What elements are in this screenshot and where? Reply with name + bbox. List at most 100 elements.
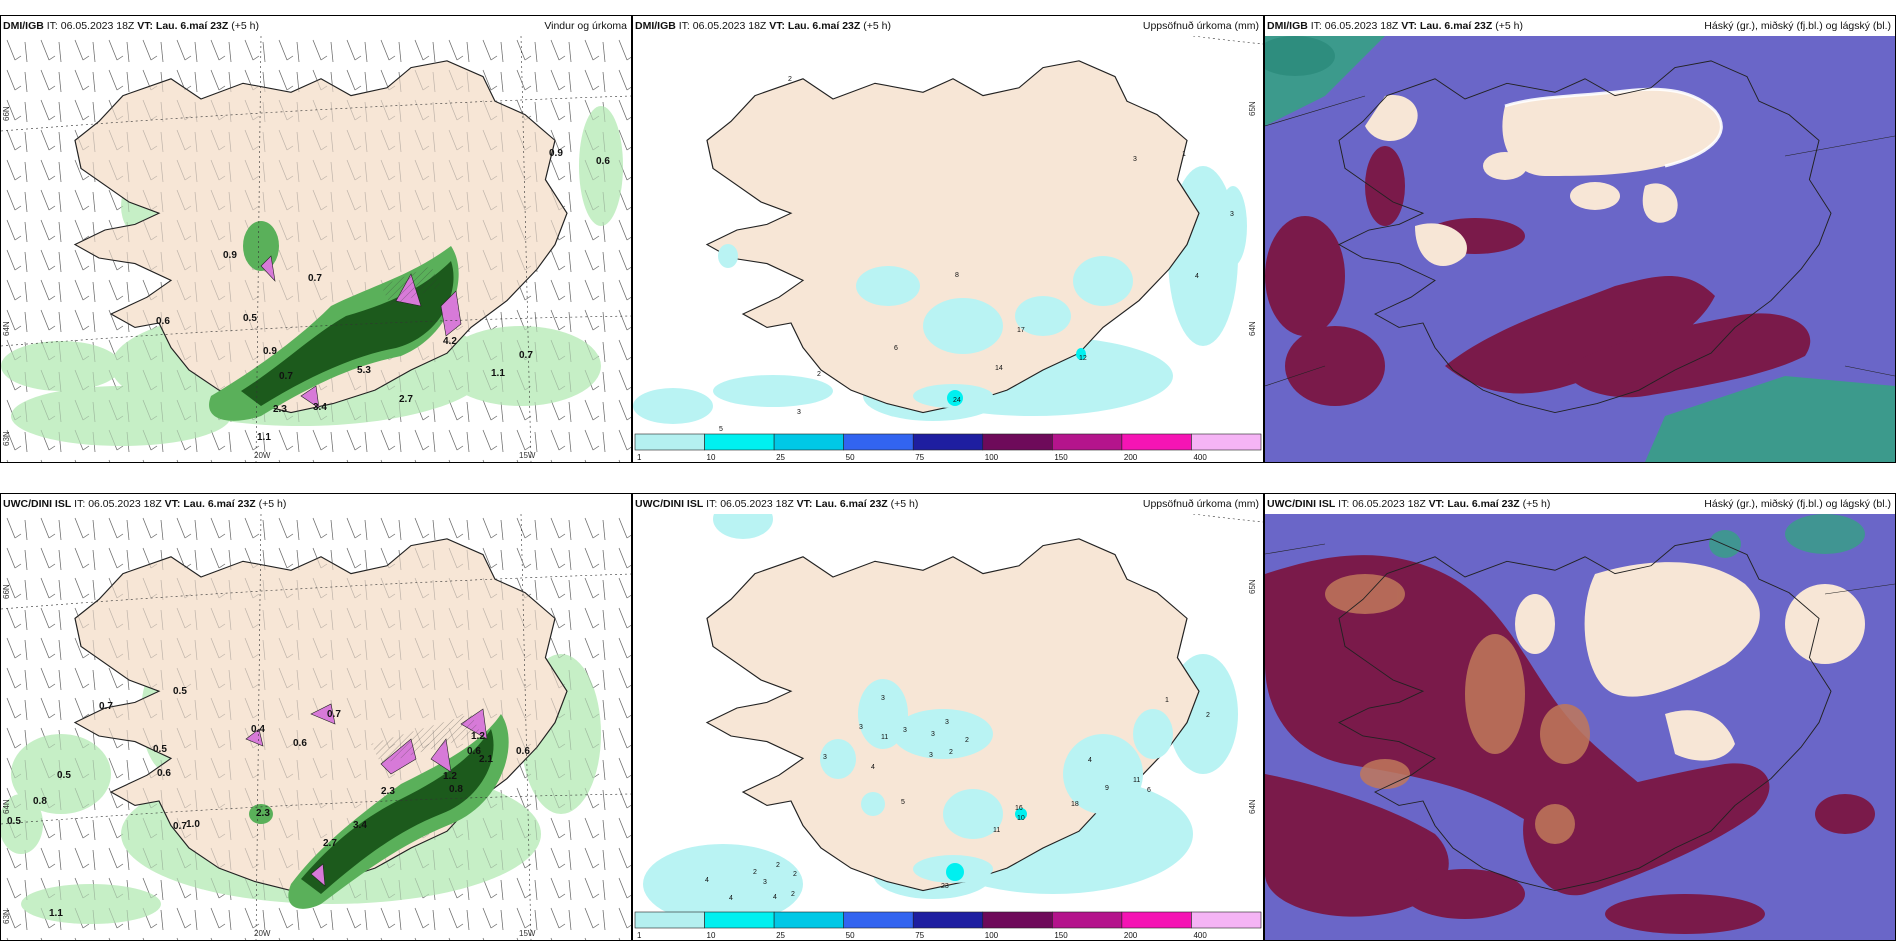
wind-precip-map: 66N 64N 63N 20W 15W 0.7 0.5 0.7 0.5 0.4 … (1, 514, 631, 940)
accum-label: 3 (903, 727, 907, 734)
init-time: 06.05.2023 18Z (720, 498, 794, 510)
accum-label: 4 (773, 894, 777, 901)
accum-label: 4 (705, 877, 709, 884)
accum-label: 3 (763, 879, 767, 886)
model-name: DMI/IGB (635, 20, 676, 32)
init-time: 06.05.2023 18Z (692, 20, 767, 32)
precip-label: 2.7 (399, 394, 413, 405)
tick-lat-63: 63N (2, 909, 11, 924)
panel-header: UWC/DINI ISL IT: 06.05.2023 18Z VT: Lau.… (1, 494, 631, 514)
precip-label: 0.6 (467, 746, 481, 757)
model-name: DMI/IGB (1267, 20, 1308, 32)
colorbar-swatch (1191, 911, 1262, 929)
accum-label: 2 (949, 749, 953, 756)
colorbar-label: 150 (1054, 931, 1068, 940)
precip-label: 3.4 (313, 402, 327, 413)
colorbar-swatch (1191, 433, 1262, 451)
precip-label: 1.1 (49, 908, 63, 919)
tick-lat-65: 65N (1248, 101, 1257, 116)
colorbar-label: 100 (985, 931, 999, 940)
panel-accum-precip-uwc: UWC/DINI ISL IT: 06.05.2023 18Z VT: Lau.… (632, 493, 1264, 941)
panel-accum-precip-dmi: DMI/IGB IT: 06.05.2023 18Z VT: Lau. 6.ma… (632, 15, 1264, 463)
colorbar-label: 50 (846, 453, 855, 462)
panel-clouds-uwc: UWC/DINI ISL IT: 06.05.2023 18Z VT: Lau.… (1264, 493, 1896, 941)
panel-title: Háský (gr.), miðský (fj.bl.) og lágský (… (1704, 20, 1891, 32)
tick-lat-65: 65N (1248, 579, 1257, 594)
accum-label: 4 (1195, 273, 1199, 280)
colorbar-label: 200 (1124, 453, 1138, 462)
precip-label: 0.5 (153, 744, 167, 755)
accum-label: 14 (995, 365, 1003, 372)
accum-label: 6 (894, 345, 898, 352)
tick-lat-66: 66N (2, 584, 11, 599)
tick-lat-64: 64N (2, 799, 11, 814)
accum-label: 11 (881, 734, 888, 741)
panel-title: Uppsöfnuð úrkoma (mm) (1142, 498, 1259, 510)
precip-label: 0.6 (156, 316, 170, 327)
precip-label: 0.7 (519, 350, 533, 361)
accum-label: 5 (719, 426, 723, 433)
accum-label: 2 (965, 737, 969, 744)
colorbar-swatches (634, 911, 1262, 929)
accum-label: 3 (929, 752, 933, 759)
precip-label: 0.9 (263, 346, 277, 357)
accum-label: 12 (1079, 355, 1087, 362)
precip-label: 2.1 (479, 754, 493, 765)
panel-title: Vindur og úrkoma (544, 20, 627, 32)
accum-label: 2 (1206, 712, 1210, 719)
precip-label: 5.3 (357, 365, 371, 376)
accum-label: 6 (1147, 787, 1151, 794)
accum-label: 9 (1105, 785, 1109, 792)
accum-label: 3 (945, 719, 949, 726)
panel-header: UWC/DINI ISL IT: 06.05.2023 18Z VT: Lau.… (633, 494, 1263, 514)
tick-lon-15: 15W (519, 451, 536, 460)
colorbar-swatch (704, 433, 775, 451)
colorbar-labels: 1 10 25 50 75 100 150 200 400 (637, 453, 1207, 462)
accum-label: 3 (823, 754, 827, 761)
colorbar-label: 25 (776, 453, 785, 462)
colorbar-swatch (843, 433, 914, 451)
colorbar-label: 1 (637, 931, 642, 940)
tick-lat-64: 64N (1248, 321, 1257, 336)
colorbar-swatch (912, 911, 984, 929)
colorbar-label: 150 (1054, 453, 1068, 462)
precip-label: 1.0 (186, 819, 200, 830)
colorbar-label: 400 (1193, 453, 1207, 462)
accum-precip-map: 65N 64N 3 3 11 3 4 5 3 3 2 3 2 3 4 4 2 3… (633, 514, 1263, 940)
accum-label: 17 (1017, 327, 1025, 334)
colorbar-label: 75 (915, 931, 924, 940)
precip-label: 0.7 (279, 371, 293, 382)
accum-label: 11 (1133, 777, 1140, 784)
precip-label: 2.3 (273, 404, 287, 415)
colorbar-swatch (704, 911, 775, 929)
colorbar-label: 200 (1124, 931, 1138, 940)
accum-label: 3 (1230, 211, 1234, 218)
accum-label: 11 (993, 827, 1000, 834)
panel-header: UWC/DINI ISL IT: 06.05.2023 18Z VT: Lau.… (1265, 494, 1895, 514)
accum-label: 1 (1165, 697, 1169, 704)
accum-label: 18 (1071, 801, 1079, 808)
precip-label: 1.1 (257, 432, 271, 443)
clouds-map (1265, 36, 1895, 462)
colorbar-label: 1 (637, 453, 642, 462)
precip-label: 0.5 (243, 313, 257, 324)
precip-label: 0.5 (173, 686, 187, 697)
colorbar-swatch (843, 911, 914, 929)
precip-label: 0.6 (516, 746, 530, 757)
precip-label: 0.6 (293, 738, 307, 749)
accum-label: 3 (1133, 156, 1137, 163)
valid-time: VT: Lau. 6.maí 23Z (164, 498, 256, 510)
accum-label: 2 (817, 371, 821, 378)
clouds-map (1265, 514, 1895, 940)
valid-time: VT: Lau. 6.maí 23Z (769, 20, 861, 32)
accum-label: 4 (1088, 757, 1092, 764)
precip-label: 0.9 (223, 250, 237, 261)
precip-label: 0.7 (327, 709, 341, 720)
colorbar-swatch (912, 433, 984, 451)
colorbar-swatch (982, 911, 1053, 929)
init-time: 06.05.2023 18Z (88, 498, 162, 510)
init-time: 06.05.2023 18Z (60, 20, 135, 32)
accum-label: 24 (953, 397, 961, 404)
accum-label: 16 (1015, 805, 1023, 812)
colorbar-label: 400 (1193, 931, 1207, 940)
